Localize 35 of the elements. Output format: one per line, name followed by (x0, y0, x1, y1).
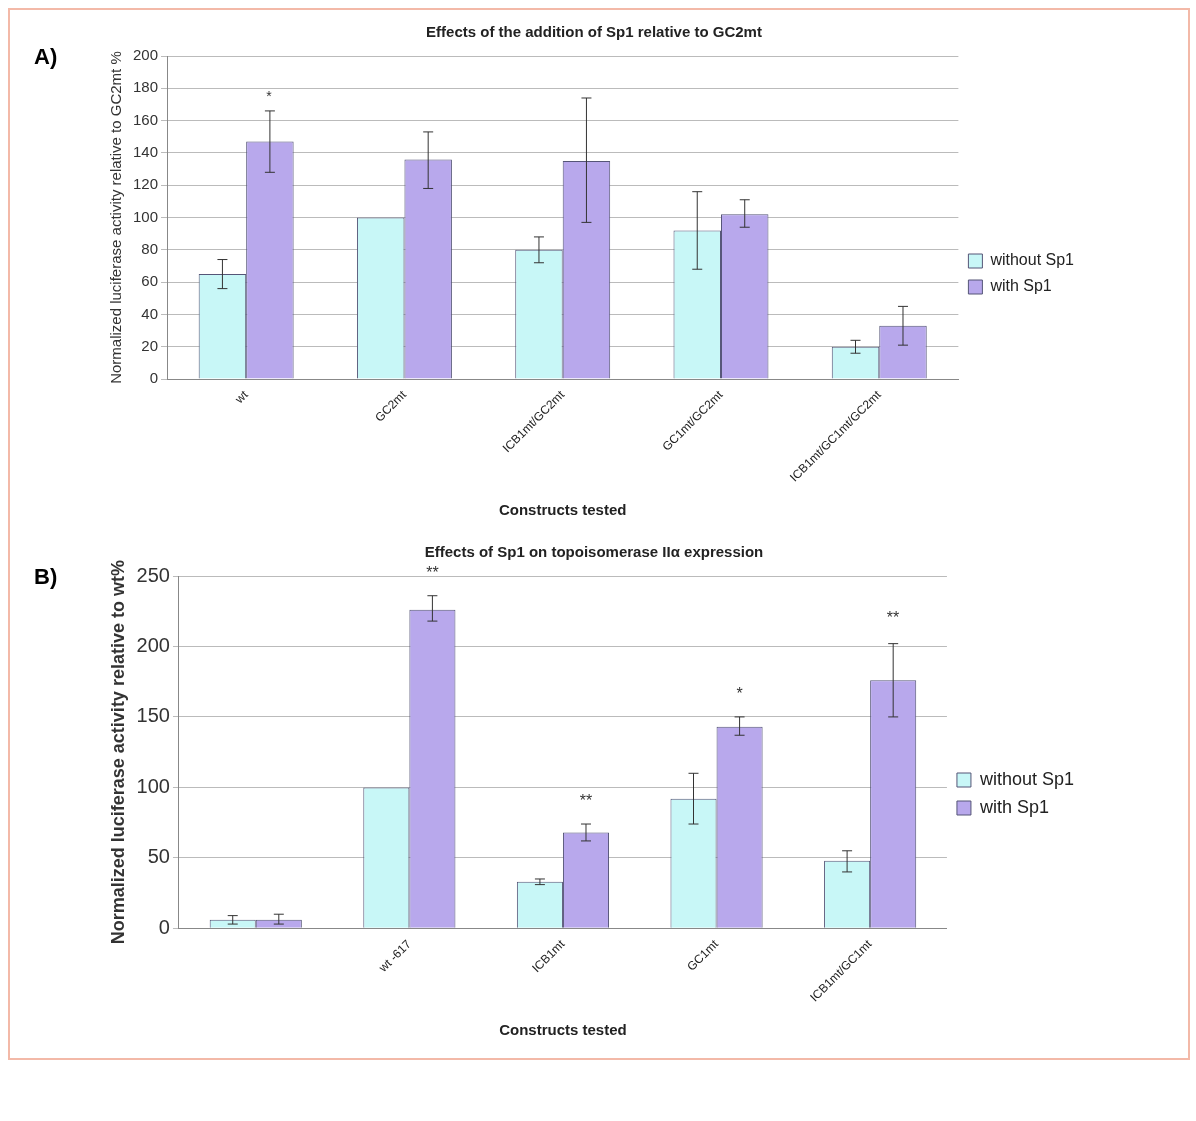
legend-label: without Sp1 (989, 251, 1075, 269)
y-tick-label: 160 (133, 110, 159, 128)
y-tick-label: 250 (136, 563, 170, 586)
x-axis-title: Constructs tested (499, 1021, 627, 1039)
y-tick-label: 60 (141, 272, 159, 290)
y-tick-label: 100 (136, 774, 170, 797)
legend-label: with Sp1 (989, 277, 1052, 295)
y-tick-label: 120 (133, 175, 159, 193)
annotation: ** (886, 609, 900, 627)
text: B) (34, 564, 58, 590)
annotation: ** (426, 564, 439, 582)
y-tick-label: 0 (158, 915, 170, 938)
y-axis-title: Normalized luciferase activity relative to wt% (107, 560, 128, 945)
y-tick-label: 20 (141, 336, 159, 354)
annotation: * (736, 685, 743, 703)
y-axis-title: Normalized luciferase activity relative to GC2mt % (107, 51, 125, 384)
x-axis-title: Constructs tested (498, 501, 627, 519)
annotation: * (266, 88, 272, 104)
y-tick-label: 50 (147, 845, 170, 868)
text: A) (34, 44, 58, 70)
chart-title: Effects of Sp1 on topoisomerase IIα expression (424, 543, 764, 561)
legend-label: with Sp1 (978, 796, 1049, 817)
y-tick-label: 80 (141, 239, 159, 257)
y-tick-label: 180 (133, 78, 159, 96)
annotation: ** (579, 792, 593, 810)
y-tick-label: 100 (133, 207, 159, 225)
legend-label: without Sp1 (978, 768, 1074, 789)
y-tick-label: 0 (149, 369, 159, 387)
chart-title: Effects of the addition of Sp1 relative to GC2mt (426, 23, 762, 41)
y-tick-label: 40 (141, 304, 159, 322)
x-tick-label: wt (231, 387, 252, 407)
y-tick-label: 140 (133, 143, 159, 161)
y-tick-label: 200 (133, 46, 159, 64)
y-tick-label: 150 (136, 704, 170, 727)
y-tick-label: 200 (136, 633, 170, 656)
